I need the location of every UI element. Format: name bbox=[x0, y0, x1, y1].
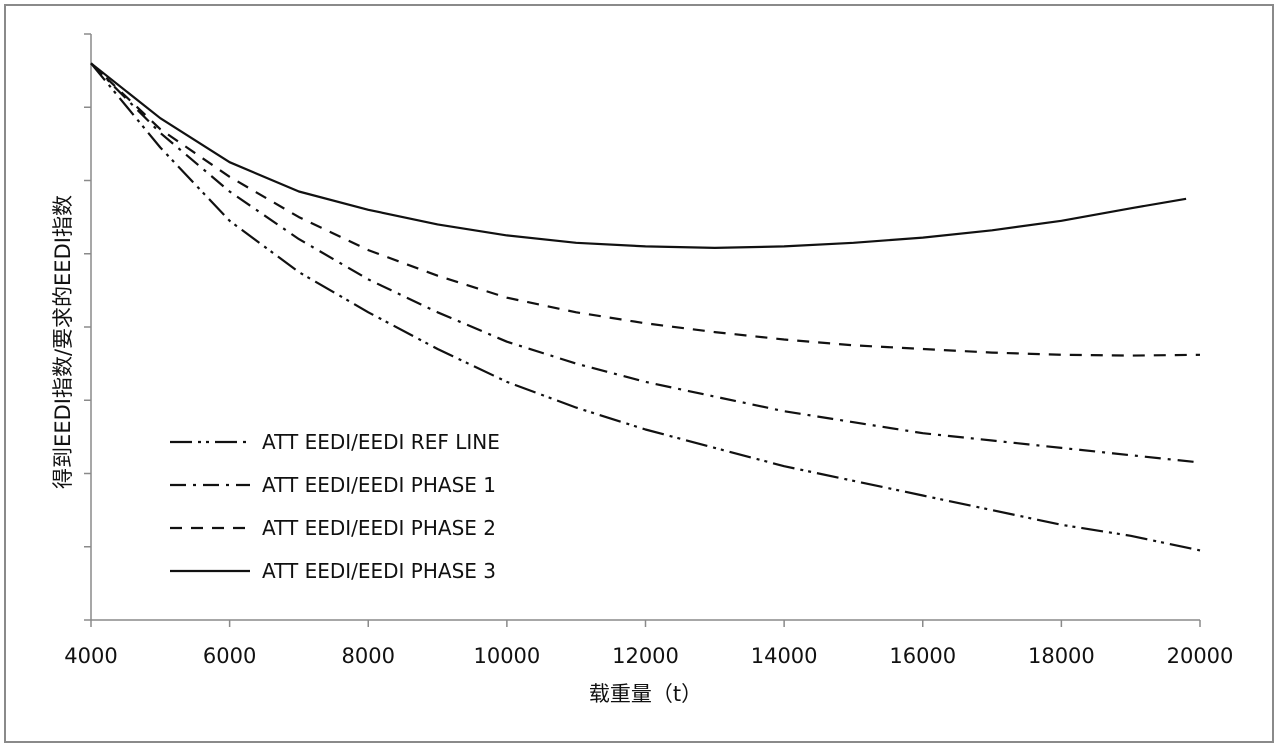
chart-frame bbox=[4, 4, 1274, 743]
series-lines bbox=[90, 62, 1201, 552]
legend-label-3: ATT EEDI/EEDI PHASE 2 bbox=[262, 516, 496, 540]
y-axis-title: 得到EEDI指数/要求的EEDI指数 bbox=[51, 195, 75, 489]
legend-label-4: ATT EEDI/EEDI PHASE 3 bbox=[262, 559, 496, 583]
x-tick-label: 20000 bbox=[1167, 644, 1234, 668]
series-line-3 bbox=[90, 62, 1201, 357]
series-line-2 bbox=[90, 62, 1201, 464]
x-tick-label: 18000 bbox=[1028, 644, 1095, 668]
x-tick-label: 16000 bbox=[889, 644, 956, 668]
x-tick-label: 12000 bbox=[612, 644, 679, 668]
series-line-1 bbox=[90, 62, 1201, 552]
legend-label-1: ATT EEDI/EEDI REF LINE bbox=[262, 430, 500, 454]
x-tick-label: 6000 bbox=[203, 644, 256, 668]
legend: ATT EEDI/EEDI REF LINE ATT EEDI/EEDI PHAS… bbox=[170, 430, 500, 583]
legend-label-2: ATT EEDI/EEDI PHASE 1 bbox=[262, 473, 496, 497]
series-line-4 bbox=[90, 62, 1187, 249]
x-axis-title: 载重量（t） bbox=[589, 682, 702, 706]
x-ticks: 4000 6000 8000 10000 12000 14000 16000 18000 200… bbox=[64, 620, 1233, 668]
x-tick-label: 4000 bbox=[64, 644, 117, 668]
x-tick-label: 10000 bbox=[473, 644, 540, 668]
x-tick-label: 8000 bbox=[342, 644, 395, 668]
y-ticks bbox=[84, 33, 91, 621]
x-tick-label: 14000 bbox=[751, 644, 818, 668]
